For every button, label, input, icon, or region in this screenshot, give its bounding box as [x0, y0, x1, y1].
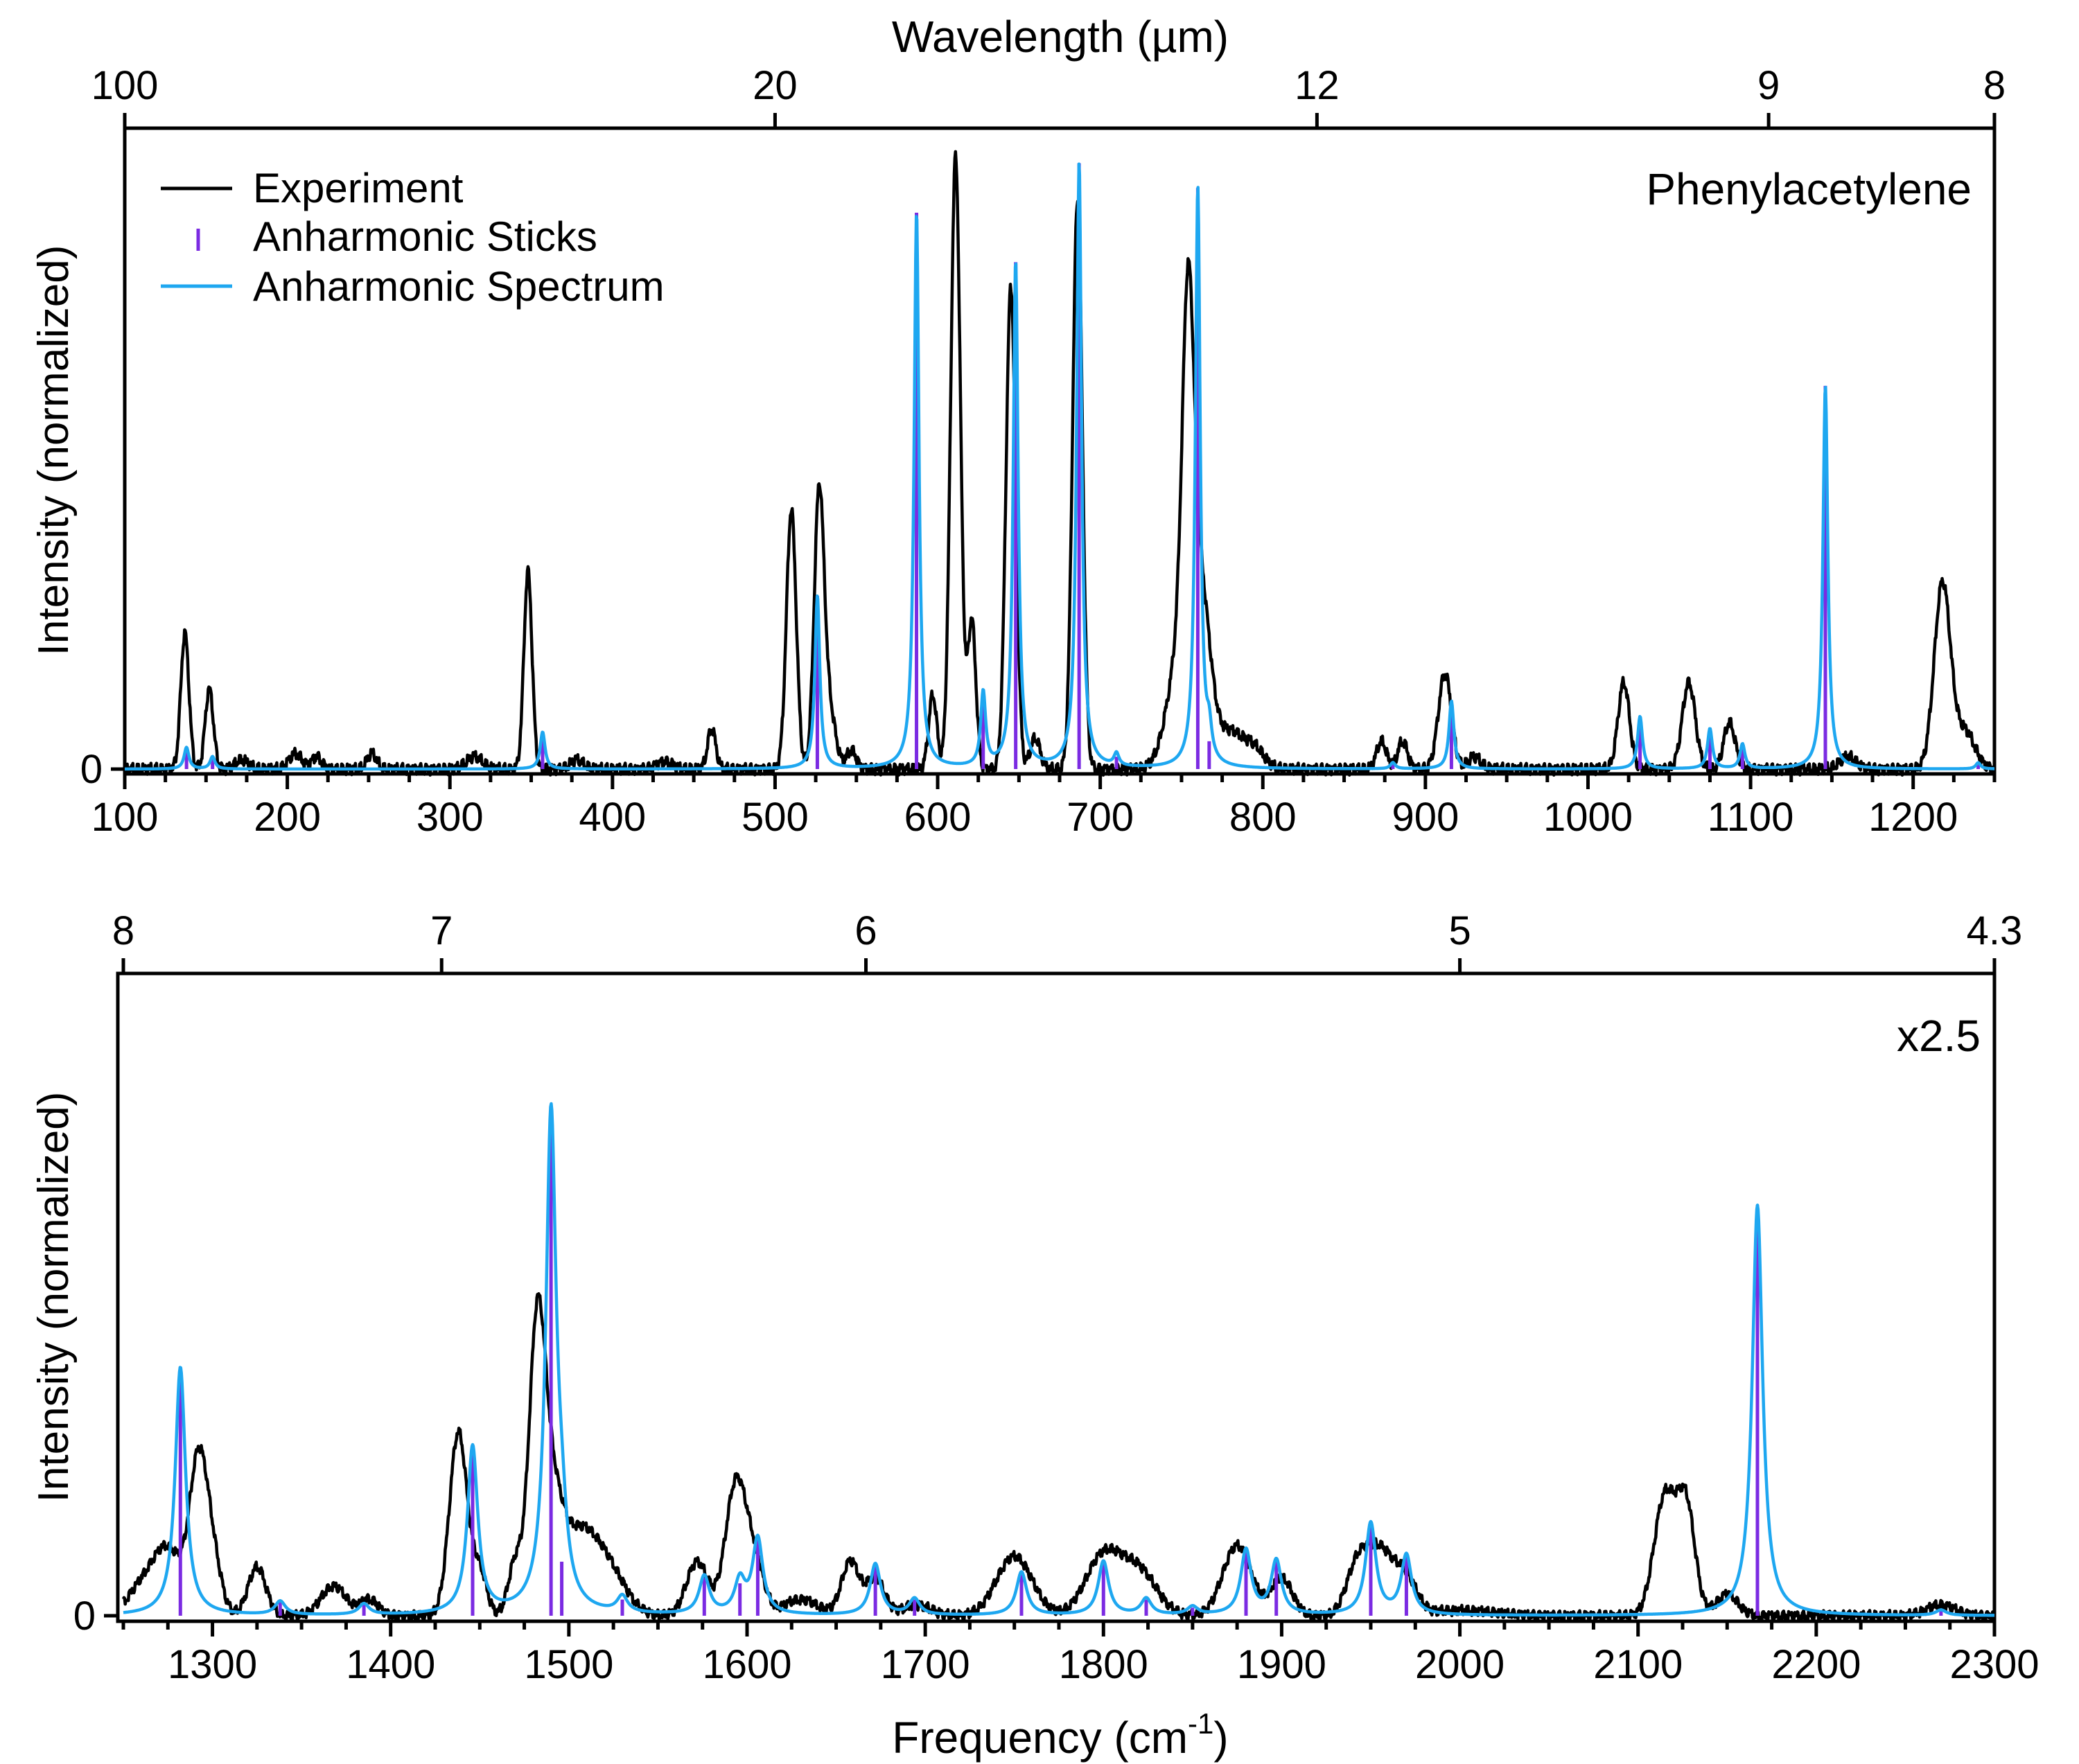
top-wavelength-label-8: 8	[1983, 63, 2006, 108]
top-xtick-label-800: 800	[1229, 795, 1297, 840]
bottom-xtick-label-1400: 1400	[346, 1642, 435, 1687]
top-y-axis: 0	[80, 747, 125, 792]
bottom-x-axis: 1300 1400 1500 1600 1700 1800 1900 2000 2100 2200…	[121, 1621, 2039, 1687]
bottom-xtick-label-1600: 1600	[702, 1642, 791, 1687]
frequency-axis-title: Frequency (cm-1)	[892, 1707, 1228, 1763]
top-wavelength-label-20: 20	[753, 63, 798, 108]
top-ytick-label-zero: 0	[80, 747, 103, 792]
bottom-wavelength-label-8: 8	[112, 908, 134, 953]
top-anharmonic-line	[123, 162, 1996, 771]
scale-annotation: x2.5	[1897, 1011, 1981, 1061]
bottom-xtick-label-1900: 1900	[1237, 1642, 1326, 1687]
top-xtick-label-1200: 1200	[1868, 795, 1958, 840]
bottom-anharmonic-line	[122, 1102, 1996, 1617]
top-xtick-label-200: 200	[254, 795, 321, 840]
bottom-wavelength-label-5: 5	[1448, 908, 1471, 953]
bottom-xtick-label-2200: 2200	[1771, 1642, 1861, 1687]
top-xtick-label-900: 900	[1392, 795, 1459, 840]
top-xtick-label-600: 600	[904, 795, 972, 840]
bottom-y-axis: 0	[73, 1594, 118, 1639]
bottom-sticks-series	[178, 1118, 1943, 1616]
bottom-wavelength-label-7: 7	[430, 908, 453, 953]
top-experiment-line	[123, 150, 1997, 777]
frequency-axis-title-main: Frequency (cm	[892, 1713, 1188, 1763]
bottom-xtick-label-1300: 1300	[168, 1642, 257, 1687]
frequency-axis-title-sup: -1	[1188, 1707, 1213, 1740]
legend: Experiment Anharmonic Sticks Anharmonic …	[161, 165, 665, 310]
top-wavelength-axis: 100 20 12 9 8	[91, 63, 2006, 128]
top-experiment-series	[123, 150, 1997, 777]
bottom-plot-frame	[116, 971, 1997, 1623]
bottom-xtick-label-1500: 1500	[524, 1642, 613, 1687]
top-anharmonic-series	[123, 162, 1996, 771]
top-xtick-label-400: 400	[579, 795, 646, 840]
top-x-axis: 100 200 300 400 500 600 700 800 900 1000 1100 1200	[91, 774, 1997, 840]
bottom-xtick-label-1700: 1700	[881, 1642, 970, 1687]
top-xtick-label-1100: 1100	[1708, 795, 1794, 840]
bottom-xtick-label-2000: 2000	[1415, 1642, 1505, 1687]
bottom-xtick-label-1800: 1800	[1059, 1642, 1148, 1687]
bottom-ytick-label-zero: 0	[73, 1594, 96, 1639]
legend-sticks-label: Anharmonic Sticks	[253, 213, 597, 260]
top-wavelength-label-100: 100	[91, 63, 159, 108]
bottom-anharmonic-series	[122, 1102, 1996, 1617]
bottom-xtick-label-2300: 2300	[1949, 1642, 2039, 1687]
bottom-xtick-label-2100: 2100	[1593, 1642, 1683, 1687]
top-xtick-label-1000: 1000	[1543, 795, 1633, 840]
bottom-wavelength-label-4.3: 4.3	[1967, 908, 2023, 953]
top-xtick-label-300: 300	[416, 795, 484, 840]
top-xtick-label-100: 100	[91, 795, 159, 840]
bottom-y-axis-title: Intensity (normalized)	[30, 1092, 78, 1503]
top-wavelength-label-9: 9	[1757, 63, 1780, 108]
legend-spectrum-label: Anharmonic Spectrum	[253, 263, 665, 310]
legend-experiment-label: Experiment	[253, 165, 464, 211]
bottom-experiment-line	[121, 1291, 1996, 1623]
bottom-wavelength-axis: 8 7 6 5 4.3	[112, 908, 2022, 973]
bottom-experiment-series	[121, 1291, 1996, 1623]
top-xtick-label-700: 700	[1067, 795, 1134, 840]
top-xtick-label-500: 500	[742, 795, 809, 840]
bottom-panel: 1300 1400 1500 1600 1700 1800 1900 2000 2100 2200…	[30, 908, 2039, 1763]
frequency-axis-title-end: )	[1213, 1713, 1228, 1763]
top-y-axis-title: Intensity (normalized)	[30, 245, 78, 656]
compound-annotation: Phenylacetylene	[1646, 164, 1972, 214]
top-panel: 100 200 300 400 500 600 700 800 900 1000 1100 1200 …	[30, 12, 2006, 840]
bottom-wavelength-label-6: 6	[854, 908, 877, 953]
wavelength-axis-title: Wavelength (µm)	[892, 12, 1229, 62]
top-wavelength-label-12: 12	[1295, 63, 1340, 108]
